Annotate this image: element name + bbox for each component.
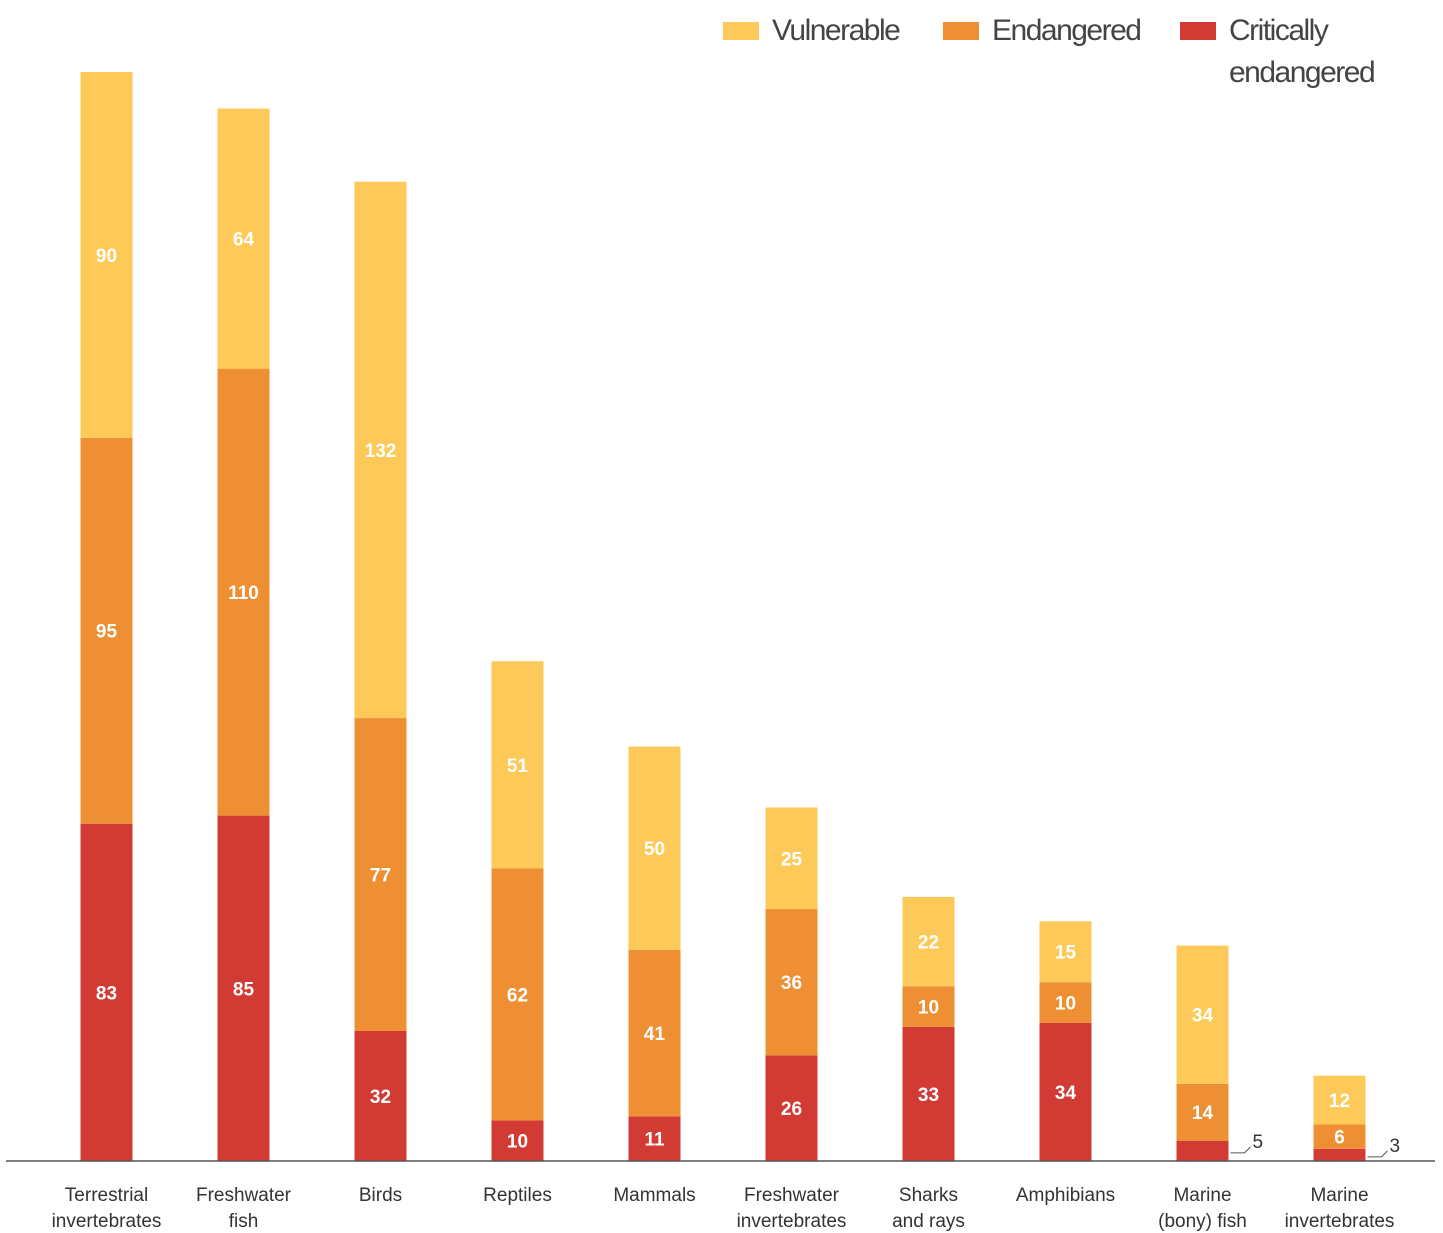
value-label: 50 <box>644 839 665 860</box>
value-label: 10 <box>507 1132 528 1153</box>
value-label: 10 <box>918 998 939 1019</box>
value-label: 26 <box>781 1099 802 1120</box>
x-tick-label: Reptiles <box>448 1183 588 1209</box>
value-label: 22 <box>918 933 939 954</box>
value-label: 12 <box>1329 1091 1350 1112</box>
value-label: 132 <box>365 441 397 462</box>
x-tick-label: Sharks and rays <box>859 1183 999 1233</box>
value-label: 14 <box>1192 1103 1214 1124</box>
x-tick-label: Terrestrial invertebrates <box>37 1183 177 1233</box>
x-tick-label: Marine (bony) fish <box>1133 1183 1273 1233</box>
value-label: 83 <box>96 983 117 1004</box>
value-label: 11 <box>644 1130 665 1151</box>
x-tick-label: Mammals <box>585 1183 725 1209</box>
leader-line <box>1368 1151 1388 1157</box>
legend-label: Critically endangered <box>1229 10 1374 94</box>
plot: 8395908511064327713210625111415026362533… <box>0 0 1443 1233</box>
legend-label: Endangered <box>992 10 1140 52</box>
value-label: 110 <box>228 583 259 604</box>
legend-swatch <box>1180 22 1216 40</box>
value-label: 3 <box>1390 1136 1401 1157</box>
value-label: 34 <box>1192 1006 1214 1027</box>
value-label: 15 <box>1055 943 1077 964</box>
value-label: 33 <box>918 1085 939 1106</box>
value-label: 85 <box>233 979 255 1000</box>
value-label: 10 <box>1055 994 1076 1015</box>
value-label: 36 <box>781 973 802 994</box>
value-label: 64 <box>233 230 255 251</box>
value-label: 32 <box>370 1087 391 1108</box>
legend-swatch <box>943 22 979 40</box>
leader-line <box>1231 1147 1251 1153</box>
value-label: 34 <box>1055 1083 1077 1104</box>
x-tick-label: Marine invertebrates <box>1270 1183 1410 1233</box>
value-label: 6 <box>1334 1128 1345 1149</box>
x-tick-label: Birds <box>311 1183 451 1209</box>
legend-label: Vulnerable <box>772 10 899 52</box>
value-label: 5 <box>1253 1132 1264 1153</box>
legend-swatch <box>723 22 759 40</box>
x-tick-label: Freshwater fish <box>174 1183 314 1233</box>
value-label: 90 <box>96 246 117 267</box>
x-tick-label: Amphibians <box>996 1183 1136 1209</box>
bar-segment <box>1177 1141 1229 1161</box>
x-tick-label: Freshwater invertebrates <box>722 1183 862 1233</box>
value-label: 95 <box>96 622 118 643</box>
chart: 8395908511064327713210625111415026362533… <box>0 0 1443 1233</box>
value-label: 41 <box>644 1024 666 1045</box>
value-label: 51 <box>507 756 529 777</box>
value-label: 62 <box>507 985 528 1006</box>
value-label: 77 <box>370 866 391 887</box>
value-label: 25 <box>781 849 803 870</box>
bar-segment <box>1314 1149 1366 1161</box>
